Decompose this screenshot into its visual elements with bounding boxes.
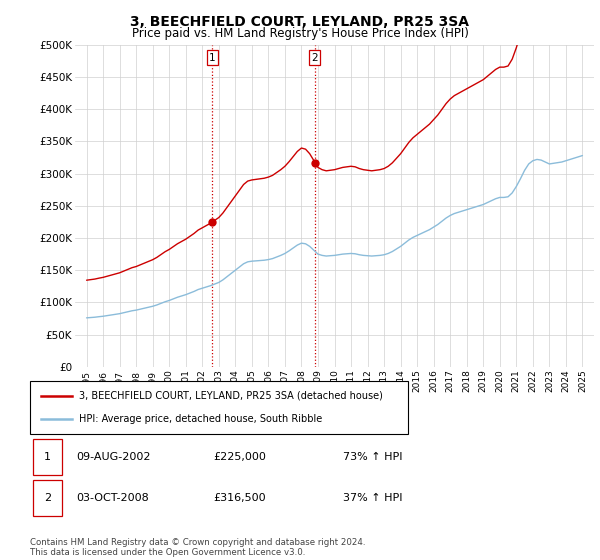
Text: Price paid vs. HM Land Registry's House Price Index (HPI): Price paid vs. HM Land Registry's House …: [131, 27, 469, 40]
FancyBboxPatch shape: [33, 480, 62, 516]
Text: 3, BEECHFIELD COURT, LEYLAND, PR25 3SA (detached house): 3, BEECHFIELD COURT, LEYLAND, PR25 3SA (…: [79, 391, 383, 401]
Text: 2: 2: [311, 53, 318, 63]
Text: 3, BEECHFIELD COURT, LEYLAND, PR25 3SA: 3, BEECHFIELD COURT, LEYLAND, PR25 3SA: [131, 15, 470, 29]
Text: £316,500: £316,500: [214, 493, 266, 503]
Text: 37% ↑ HPI: 37% ↑ HPI: [343, 493, 403, 503]
Text: 03-OCT-2008: 03-OCT-2008: [76, 493, 149, 503]
FancyBboxPatch shape: [33, 439, 62, 475]
Text: 09-AUG-2002: 09-AUG-2002: [76, 452, 151, 462]
Text: Contains HM Land Registry data © Crown copyright and database right 2024.
This d: Contains HM Land Registry data © Crown c…: [30, 538, 365, 557]
Text: 1: 1: [209, 53, 216, 63]
Text: £225,000: £225,000: [214, 452, 266, 462]
Text: 73% ↑ HPI: 73% ↑ HPI: [343, 452, 403, 462]
Text: HPI: Average price, detached house, South Ribble: HPI: Average price, detached house, Sout…: [79, 414, 322, 424]
FancyBboxPatch shape: [30, 381, 408, 434]
Text: 1: 1: [44, 452, 51, 462]
Text: 2: 2: [44, 493, 51, 503]
